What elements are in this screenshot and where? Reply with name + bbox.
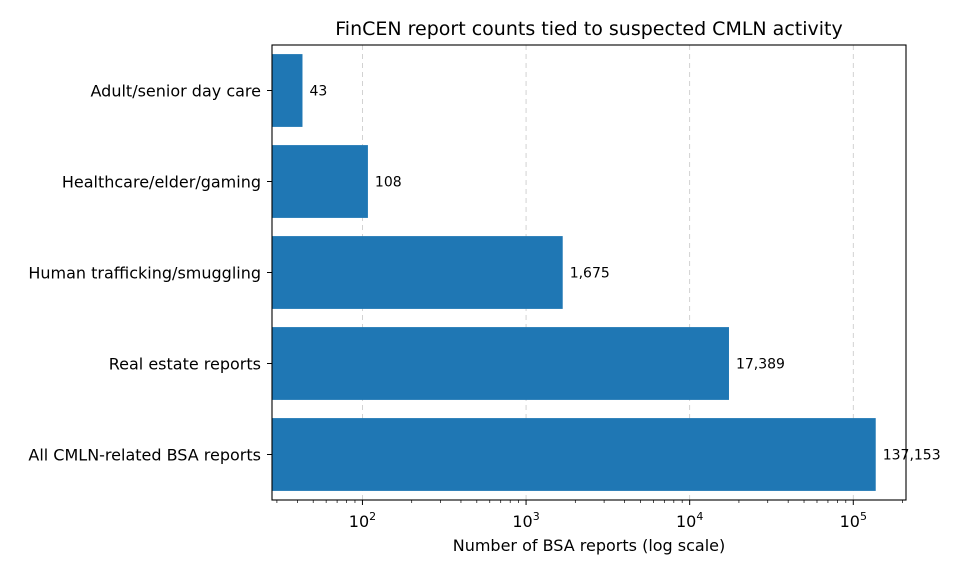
value-label: 17,389 (736, 357, 785, 373)
y-category-label: Human trafficking/smuggling (28, 264, 261, 283)
y-category-label: Healthcare/elder/gaming (62, 173, 261, 192)
x-tick-label-exponent: 5 (860, 510, 867, 523)
bars (272, 54, 876, 491)
y-axis-ticks: Adult/senior day care Healthcare/elder/ga… (28, 82, 272, 465)
bar (272, 327, 729, 400)
x-axis-label: Number of BSA reports (log scale) (453, 536, 726, 555)
x-tick-label-base: 10 (676, 512, 696, 531)
x-tick-label-base: 10 (512, 512, 532, 531)
value-label: 43 (309, 84, 327, 100)
value-label: 1,675 (570, 266, 610, 282)
x-tick-label-base: 10 (840, 512, 860, 531)
bar (272, 418, 876, 491)
value-label: 108 (375, 175, 402, 191)
bar (272, 236, 563, 309)
x-tick-label-exponent: 3 (533, 510, 540, 523)
bar (272, 145, 368, 218)
y-category-label: All CMLN-related BSA reports (28, 446, 261, 465)
value-label: 137,153 (883, 448, 941, 464)
x-axis-ticks: 102 103 104 105 (276, 500, 903, 531)
x-tick-label: 102 (349, 510, 376, 531)
y-category-label: Adult/senior day care (91, 82, 261, 101)
x-tick-label: 105 (840, 510, 867, 531)
x-tick-label-exponent: 4 (696, 510, 703, 523)
x-tick-label: 103 (512, 510, 539, 531)
bar (272, 54, 303, 127)
y-category-label: Real estate reports (109, 355, 261, 374)
chart-title: FinCEN report counts tied to suspected C… (335, 18, 842, 40)
x-tick-label-base: 10 (349, 512, 369, 531)
x-tick-label: 104 (676, 510, 703, 531)
x-tick-label-exponent: 2 (369, 510, 376, 523)
value-labels: 43 108 1,675 17,389 137,153 (309, 84, 940, 464)
